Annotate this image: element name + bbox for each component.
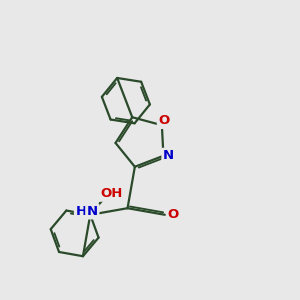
- Text: O: O: [168, 208, 179, 221]
- Text: N: N: [163, 149, 174, 162]
- Text: H: H: [75, 205, 87, 218]
- Text: N: N: [87, 205, 98, 218]
- Text: OH: OH: [100, 187, 122, 200]
- Text: O: O: [158, 115, 169, 128]
